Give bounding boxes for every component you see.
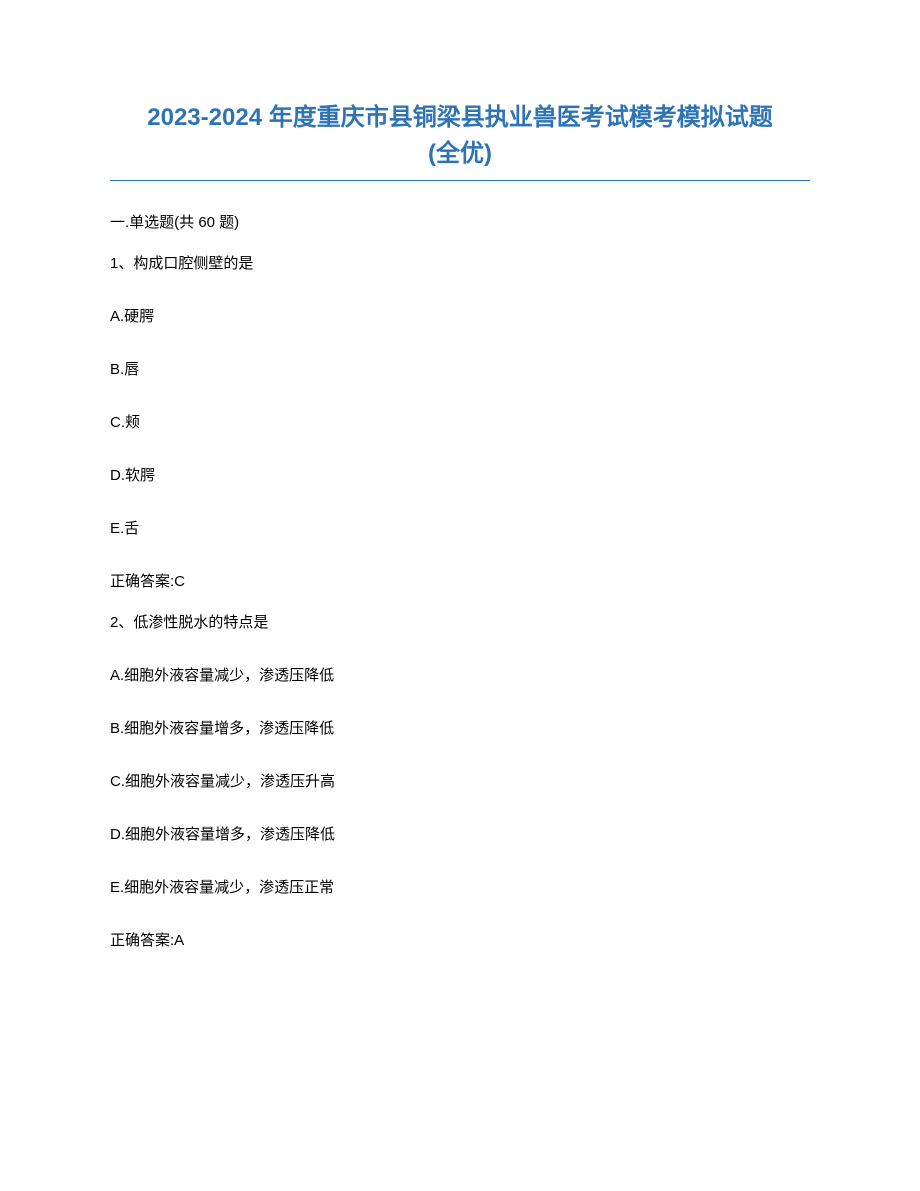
document-title: 2023-2024 年度重庆市县铜梁县执业兽医考试模考模拟试题 (全优) [110,100,810,172]
question-2-text: 2、低渗性脱水的特点是 [110,611,810,632]
title-line-1: 2023-2024 年度重庆市县铜梁县执业兽医考试模考模拟试题 [147,104,772,131]
question-1-option-b: B.唇 [110,358,810,379]
question-1-option-a: A.硬腭 [110,305,810,326]
question-2-option-d: D.细胞外液容量增多，渗透压降低 [110,823,810,844]
question-2-option-b: B.细胞外液容量增多，渗透压降低 [110,717,810,738]
title-line-2: (全优) [428,140,492,167]
question-1-option-d: D.软腭 [110,464,810,485]
question-2-option-e: E.细胞外液容量减少，渗透压正常 [110,876,810,897]
title-underline [110,180,810,181]
question-1-text: 1、构成口腔侧壁的是 [110,252,810,273]
question-1-option-e: E.舌 [110,517,810,538]
question-2-option-a: A.细胞外液容量减少，渗透压降低 [110,664,810,685]
question-1-option-c: C.颊 [110,411,810,432]
question-1-answer: 正确答案:C [110,570,810,591]
question-2-option-c: C.细胞外液容量减少，渗透压升高 [110,770,810,791]
question-2-answer: 正确答案:A [110,929,810,950]
section-header: 一.单选题(共 60 题) [110,211,810,232]
